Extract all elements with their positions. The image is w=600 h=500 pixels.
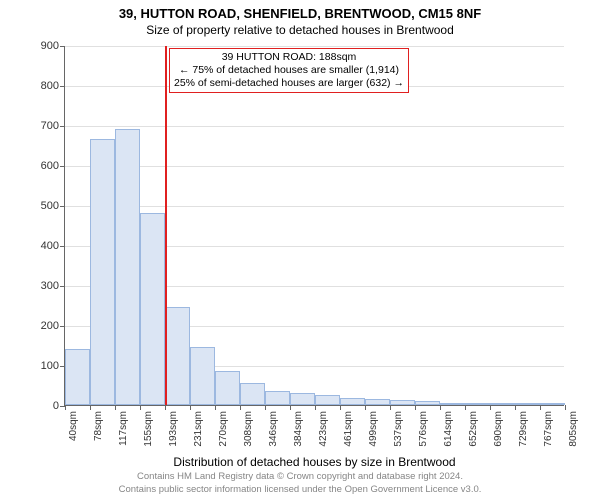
histogram-bar bbox=[365, 399, 390, 405]
xtick-label: 117sqm bbox=[118, 411, 129, 446]
xtick-label: 346sqm bbox=[268, 411, 279, 447]
xtick-label: 78sqm bbox=[93, 411, 104, 441]
ytick-mark bbox=[60, 86, 65, 87]
ytick-mark bbox=[60, 326, 65, 327]
xtick-label: 652sqm bbox=[468, 411, 479, 447]
xtick-mark bbox=[215, 405, 216, 410]
xtick-mark bbox=[290, 405, 291, 410]
xtick-label: 231sqm bbox=[193, 411, 204, 447]
xtick-label: 40sqm bbox=[68, 411, 79, 441]
annotation-line: 39 HUTTON ROAD: 188sqm bbox=[174, 51, 404, 64]
xtick-label: 384sqm bbox=[293, 411, 304, 447]
histogram-bar bbox=[415, 401, 440, 405]
ytick-label: 300 bbox=[41, 280, 59, 292]
ytick-label: 500 bbox=[41, 200, 59, 212]
histogram-bar bbox=[215, 371, 240, 405]
histogram-bar bbox=[265, 391, 290, 405]
xtick-mark bbox=[340, 405, 341, 410]
xtick-label: 499sqm bbox=[368, 411, 379, 447]
xtick-label: 270sqm bbox=[218, 411, 229, 447]
plot-area: Number of detached properties Distributi… bbox=[64, 46, 564, 406]
gridline bbox=[65, 46, 564, 47]
ytick-mark bbox=[60, 286, 65, 287]
xtick-mark bbox=[190, 405, 191, 410]
histogram-bar bbox=[240, 383, 265, 405]
xtick-mark bbox=[465, 405, 466, 410]
xtick-label: 805sqm bbox=[568, 411, 579, 447]
xtick-mark bbox=[565, 405, 566, 410]
histogram-bar bbox=[490, 403, 515, 405]
ytick-label: 600 bbox=[41, 160, 59, 172]
histogram-bar bbox=[390, 400, 415, 405]
xtick-label: 690sqm bbox=[493, 411, 504, 447]
x-axis-label: Distribution of detached houses by size … bbox=[173, 455, 455, 469]
ytick-label: 400 bbox=[41, 240, 59, 252]
xtick-label: 461sqm bbox=[343, 411, 354, 447]
xtick-mark bbox=[90, 405, 91, 410]
footer-line1: Contains HM Land Registry data © Crown c… bbox=[0, 471, 600, 483]
histogram-bar bbox=[465, 403, 490, 405]
xtick-mark bbox=[265, 405, 266, 410]
reference-line bbox=[165, 46, 167, 405]
xtick-label: 767sqm bbox=[543, 411, 554, 447]
xtick-label: 614sqm bbox=[443, 411, 454, 447]
ytick-mark bbox=[60, 206, 65, 207]
histogram-bar bbox=[165, 307, 190, 405]
title-main: 39, HUTTON ROAD, SHENFIELD, BRENTWOOD, C… bbox=[0, 6, 600, 21]
footer-line2: Contains public sector information licen… bbox=[0, 484, 600, 496]
chart-title-block: 39, HUTTON ROAD, SHENFIELD, BRENTWOOD, C… bbox=[0, 0, 600, 37]
xtick-mark bbox=[415, 405, 416, 410]
xtick-mark bbox=[115, 405, 116, 410]
histogram-bar bbox=[140, 213, 165, 405]
histogram-bar bbox=[340, 398, 365, 405]
ytick-mark bbox=[60, 166, 65, 167]
histogram-bar bbox=[540, 403, 565, 405]
xtick-label: 537sqm bbox=[393, 411, 404, 447]
histogram-bar bbox=[290, 393, 315, 405]
xtick-mark bbox=[540, 405, 541, 410]
xtick-mark bbox=[165, 405, 166, 410]
ytick-label: 800 bbox=[41, 80, 59, 92]
histogram-bar bbox=[440, 403, 465, 405]
ytick-mark bbox=[60, 246, 65, 247]
histogram-bar bbox=[515, 403, 540, 405]
histogram-bar bbox=[65, 349, 90, 405]
ytick-label: 0 bbox=[53, 400, 59, 412]
xtick-label: 423sqm bbox=[318, 411, 329, 447]
ytick-mark bbox=[60, 126, 65, 127]
histogram-bar bbox=[315, 395, 340, 405]
annotation-line: ← 75% of detached houses are smaller (1,… bbox=[174, 64, 404, 77]
xtick-label: 576sqm bbox=[418, 411, 429, 447]
ytick-label: 100 bbox=[41, 360, 59, 372]
ytick-label: 200 bbox=[41, 320, 59, 332]
xtick-mark bbox=[515, 405, 516, 410]
xtick-mark bbox=[365, 405, 366, 410]
footer-attribution: Contains HM Land Registry data © Crown c… bbox=[0, 471, 600, 496]
xtick-mark bbox=[440, 405, 441, 410]
xtick-label: 729sqm bbox=[518, 411, 529, 447]
xtick-mark bbox=[65, 405, 66, 410]
gridline bbox=[65, 126, 564, 127]
xtick-mark bbox=[240, 405, 241, 410]
histogram-bar bbox=[115, 129, 140, 405]
histogram-bar bbox=[190, 347, 215, 405]
histogram-bar bbox=[90, 139, 115, 405]
title-sub: Size of property relative to detached ho… bbox=[0, 23, 600, 37]
histogram-chart: Number of detached properties Distributi… bbox=[64, 46, 564, 406]
ytick-label: 700 bbox=[41, 120, 59, 132]
xtick-mark bbox=[490, 405, 491, 410]
xtick-mark bbox=[315, 405, 316, 410]
xtick-label: 308sqm bbox=[243, 411, 254, 447]
annotation-box: 39 HUTTON ROAD: 188sqm← 75% of detached … bbox=[169, 48, 409, 93]
xtick-label: 193sqm bbox=[168, 411, 179, 447]
ytick-mark bbox=[60, 46, 65, 47]
xtick-mark bbox=[140, 405, 141, 410]
annotation-line: 25% of semi-detached houses are larger (… bbox=[174, 77, 404, 90]
xtick-mark bbox=[390, 405, 391, 410]
xtick-label: 155sqm bbox=[143, 411, 154, 447]
ytick-label: 900 bbox=[41, 40, 59, 52]
